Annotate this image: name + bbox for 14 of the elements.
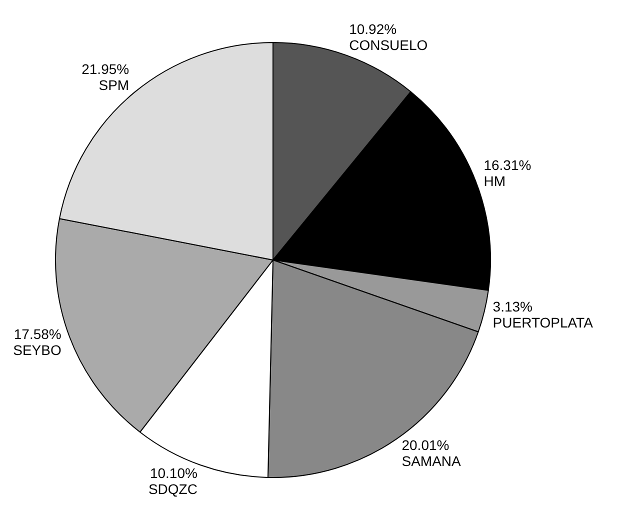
- slice-label: SPM: [98, 76, 130, 93]
- slice-label: SDQZC: [148, 481, 198, 498]
- data-label: 10.10%: [150, 465, 198, 482]
- slice-label: HM: [484, 173, 506, 190]
- data-label: 17.58%: [14, 326, 62, 342]
- data-label: 20.01%: [402, 436, 450, 453]
- slice-label: PUERTOPLATA: [492, 314, 594, 331]
- data-label: 16.31%: [484, 157, 532, 174]
- slice-label: CONSUELO: [349, 36, 428, 53]
- slice-label: SAMANA: [402, 452, 462, 469]
- data-label: 3.13%: [492, 298, 533, 315]
- data-label: 10.92%: [349, 20, 397, 37]
- data-label: 21.95%: [82, 60, 130, 77]
- slice-label: SEYBO: [13, 342, 62, 358]
